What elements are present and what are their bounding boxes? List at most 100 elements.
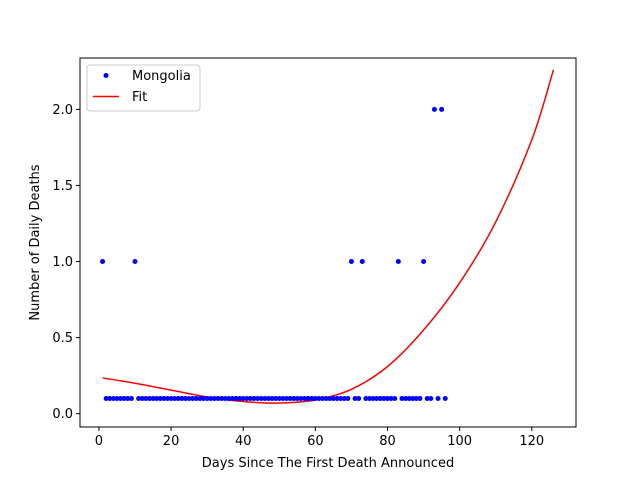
data-point	[316, 395, 322, 401]
data-point	[240, 395, 246, 401]
data-point	[298, 395, 304, 401]
data-point	[100, 259, 106, 265]
data-point	[201, 395, 207, 401]
data-point	[118, 395, 124, 401]
legend-box	[86, 64, 201, 112]
data-point	[219, 395, 225, 401]
data-point	[211, 395, 217, 401]
data-point	[262, 395, 268, 401]
fit-line	[102, 69, 555, 404]
data-point	[146, 395, 152, 401]
data-point	[161, 395, 167, 401]
data-point	[309, 395, 315, 401]
data-point	[265, 395, 271, 401]
data-point	[229, 395, 235, 401]
data-point	[406, 395, 412, 401]
data-point	[302, 395, 308, 401]
data-point	[175, 395, 181, 401]
legend-marker-mongolia	[103, 73, 109, 78]
data-point	[377, 395, 383, 401]
data-point	[233, 395, 239, 401]
data-point	[125, 395, 131, 401]
data-point	[258, 395, 264, 401]
data-point	[244, 395, 250, 401]
y-tick-label: 0.0	[52, 407, 73, 422]
data-point	[421, 259, 427, 265]
data-point	[222, 395, 228, 401]
data-point	[345, 395, 351, 401]
data-point	[269, 395, 275, 401]
legend-label-fit: Fit	[132, 90, 147, 105]
data-point	[273, 395, 279, 401]
legend: Mongolia Fit	[86, 64, 201, 112]
data-point	[417, 395, 423, 401]
data-point	[197, 395, 203, 401]
data-point	[168, 395, 174, 401]
y-tick-label: 0.5	[52, 331, 73, 346]
data-point	[121, 395, 127, 401]
data-point	[107, 395, 113, 401]
data-point	[435, 395, 441, 401]
data-point	[186, 395, 192, 401]
x-tick-label: 60	[307, 434, 324, 449]
data-point	[428, 395, 434, 401]
data-point	[255, 395, 261, 401]
data-point	[103, 395, 109, 401]
data-point	[341, 395, 347, 401]
data-point	[352, 395, 358, 401]
data-point	[338, 395, 344, 401]
data-point	[193, 395, 199, 401]
data-point	[366, 395, 372, 401]
x-tick-label: 40	[235, 434, 252, 449]
data-point	[370, 395, 376, 401]
data-point	[323, 395, 329, 401]
data-point	[280, 395, 286, 401]
data-point	[334, 395, 340, 401]
data-point	[139, 395, 145, 401]
data-point	[399, 395, 405, 401]
data-point	[183, 395, 189, 401]
data-point	[150, 395, 156, 401]
y-tick-label: 1.0	[52, 255, 73, 270]
data-point	[143, 395, 149, 401]
x-tick-label: 80	[379, 434, 396, 449]
y-tick-label: 1.5	[52, 179, 73, 194]
x-axis-label: Days Since The First Death Announced	[202, 456, 454, 471]
data-point	[110, 395, 116, 401]
data-point	[392, 395, 398, 401]
x-tick-label: 100	[447, 434, 472, 449]
data-point	[237, 395, 243, 401]
data-point	[114, 395, 120, 401]
legend-label-mongolia: Mongolia	[132, 69, 191, 84]
data-point	[204, 395, 210, 401]
data-point	[359, 259, 365, 265]
data-point	[388, 395, 394, 401]
data-point	[320, 395, 326, 401]
data-point	[348, 259, 354, 265]
data-point	[172, 395, 178, 401]
data-point	[164, 395, 170, 401]
data-point	[439, 106, 445, 112]
data-point	[431, 106, 437, 112]
data-point	[247, 395, 253, 401]
data-point	[424, 395, 430, 401]
data-point	[356, 395, 362, 401]
data-point	[215, 395, 221, 401]
data-point	[385, 395, 391, 401]
data-point	[291, 395, 297, 401]
data-point	[374, 395, 380, 401]
data-point	[330, 395, 336, 401]
data-point	[363, 395, 369, 401]
data-point	[132, 259, 138, 265]
data-point	[395, 259, 401, 265]
data-point	[403, 395, 409, 401]
data-point	[208, 395, 214, 401]
data-point	[157, 395, 163, 401]
y-tick-label: 2.0	[52, 103, 73, 118]
data-point	[251, 395, 257, 401]
data-point	[442, 395, 448, 401]
data-point	[136, 395, 142, 401]
data-point	[381, 395, 387, 401]
y-axis-label: Number of Daily Deaths	[28, 164, 43, 320]
